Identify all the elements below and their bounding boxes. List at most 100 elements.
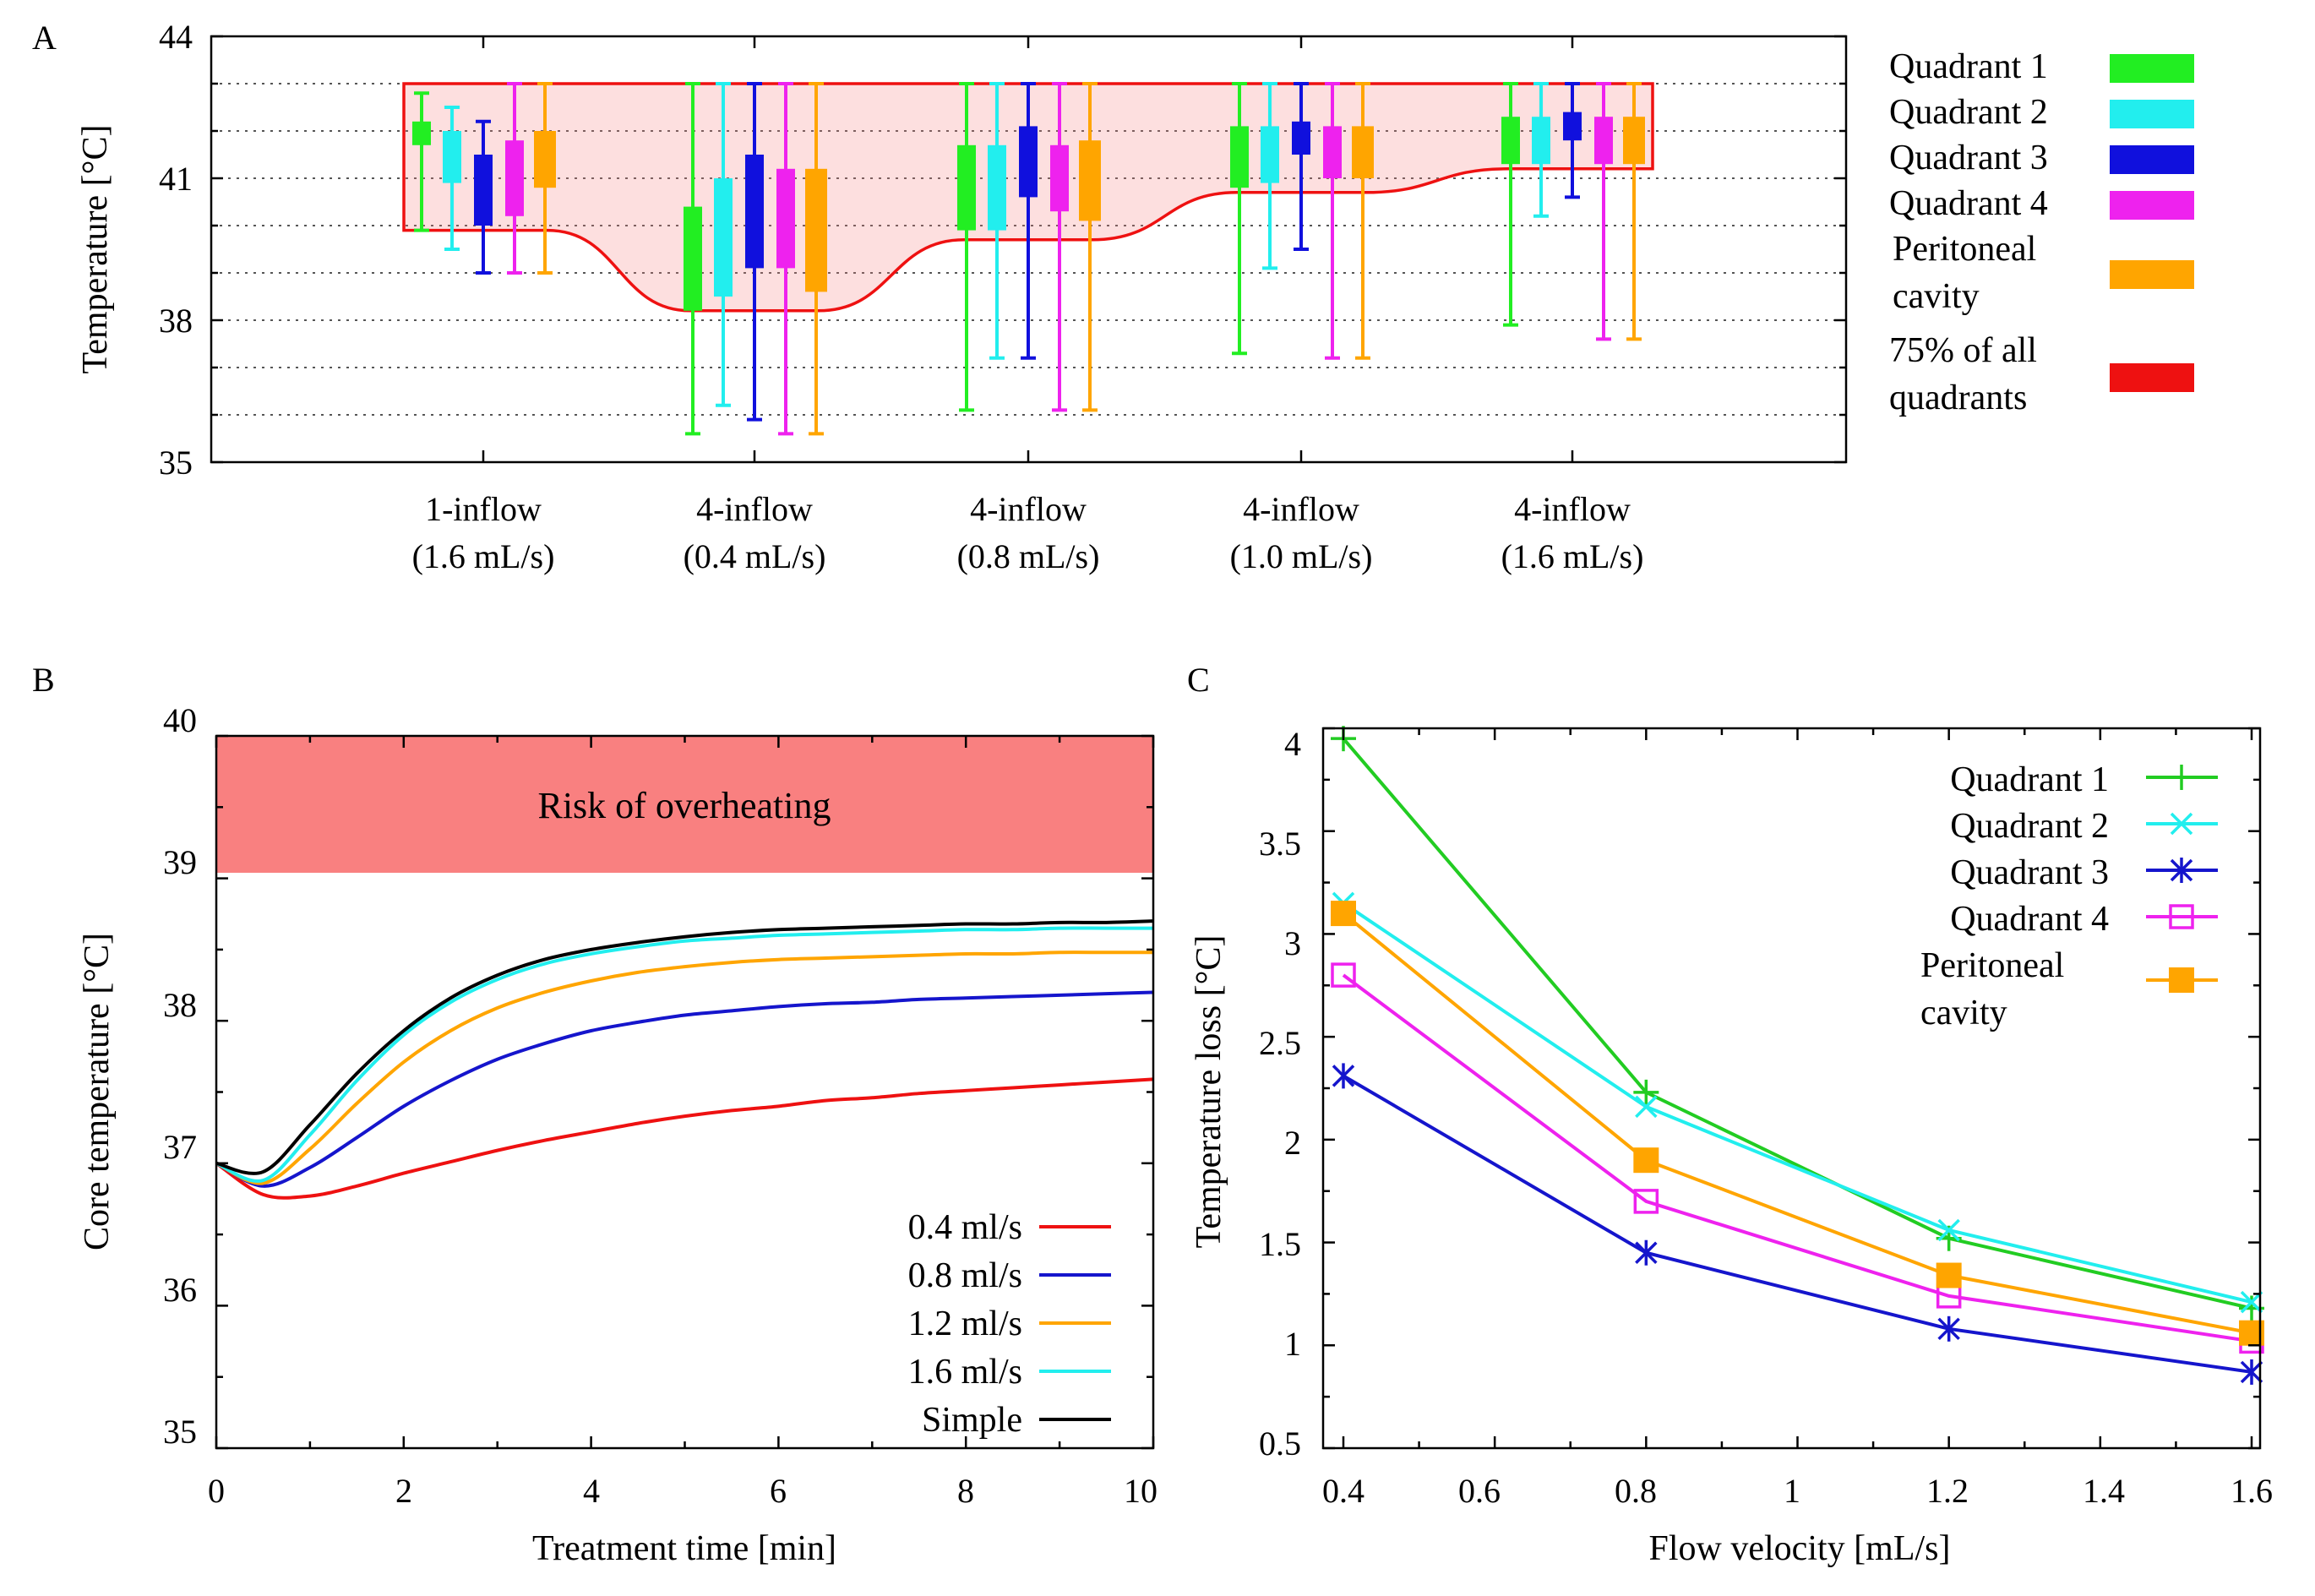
box-quadrant-1-4 — [1230, 82, 1249, 356]
legend-label-peritoneal-line1: Peritoneal — [1893, 230, 2036, 269]
box-iqr — [1323, 126, 1342, 178]
legend-label-quadrant-3: Quadrant 3 — [1950, 853, 2109, 892]
a-category-label-line2: (0.4 mL/s) — [684, 537, 826, 575]
marker-quadrant-2-3 — [1937, 1218, 1960, 1242]
c-xtick-label: 0.6 — [1458, 1472, 1501, 1510]
panel-c-lines — [1331, 726, 2264, 1385]
line-quadrant-1 — [1342, 737, 2252, 1310]
panel-b-legend: 0.4 ml/s 0.8 ml/s 1.2 ml/s 1.6 ml/s Simp… — [908, 1208, 1111, 1440]
legend-marker-quadrant-1 — [2169, 765, 2194, 790]
a-category-label-line1: 4-inflow — [696, 490, 813, 528]
box-quadrant-1-3 — [957, 82, 976, 412]
a-category-label-line2: (1.6 mL/s) — [1501, 537, 1644, 575]
legend-label-75pct-line1: 75% of all — [1889, 331, 2037, 370]
legend-label-75pct-line2: quadrants — [1889, 379, 2027, 417]
a-ytick-label: 38 — [159, 302, 193, 340]
legend-marker-quadrant-2 — [2170, 812, 2193, 836]
b-xtick-label: 4 — [583, 1472, 600, 1510]
panel-b-y-axis-label: Core temperature [°C] — [78, 933, 117, 1250]
marker-quadrant-2-2 — [1635, 1095, 1658, 1119]
line-peritoneal-cavity — [1342, 912, 2252, 1335]
b-ytick-label: 36 — [163, 1271, 197, 1309]
line-quadrant-4 — [1342, 973, 2252, 1343]
box-quadrant-4-4 — [1323, 82, 1342, 360]
panel-b: B Risk of overheating 35 36 37 38 39 40 … — [32, 661, 1158, 1568]
box-quadrant-2-3 — [988, 82, 1006, 360]
box-quadrant-4-5 — [1594, 82, 1613, 341]
marker-quadrant-2-4 — [2240, 1290, 2263, 1314]
legend-label-peritoneal-line2: cavity — [1920, 994, 2007, 1032]
box-iqr — [412, 121, 431, 145]
box-peritoneal-cavity-5 — [1623, 82, 1645, 341]
b-xtick-label: 10 — [1124, 1472, 1158, 1510]
box-iqr — [714, 178, 733, 297]
c-xtick-label: 1 — [1784, 1472, 1800, 1510]
box-peritoneal-cavity-4 — [1352, 82, 1374, 360]
curve-1-2-ml-s — [215, 951, 1153, 1185]
risk-of-overheating-region — [216, 736, 1153, 873]
box-iqr — [534, 131, 556, 188]
c-xtick-label: 1.2 — [1926, 1472, 1969, 1510]
box-iqr — [1292, 121, 1310, 155]
panel-a-y-tick-labels: 35 38 41 44 — [159, 18, 193, 482]
line-quadrant-2 — [1342, 901, 2252, 1305]
box-quadrant-2-2 — [714, 82, 733, 407]
b-ytick-label: 40 — [163, 701, 197, 739]
box-iqr — [805, 168, 827, 292]
panel-a: A 35 38 41 44 Temperature [°C] 1-inflow … — [32, 18, 2194, 575]
legend-label-quadrant-1: Quadrant 1 — [1889, 47, 2048, 86]
c-xtick-label: 0.8 — [1615, 1472, 1657, 1510]
c-ytick-label: 3.5 — [1259, 825, 1301, 863]
c-ytick-label: 3 — [1284, 924, 1301, 962]
box-quadrant-2-1 — [443, 106, 461, 251]
box-iqr — [988, 144, 1006, 231]
panel-c-x-axis-label: Flow velocity [mL/s] — [1649, 1529, 1951, 1568]
risk-of-overheating-label: Risk of overheating — [537, 785, 831, 826]
panel-b-label: B — [32, 661, 55, 699]
box-quadrant-3-5 — [1563, 82, 1582, 199]
panel-a-category-labels: 1-inflow (1.6 mL/s) 4-inflow (0.4 mL/s) … — [412, 490, 1644, 575]
b-ytick-label: 37 — [163, 1128, 197, 1166]
legend-swatch-peritoneal-cavity — [2110, 260, 2194, 289]
panel-c-label: C — [1187, 661, 1210, 699]
legend-marker-quadrant-3 — [2170, 858, 2193, 883]
c-ytick-label: 0.5 — [1259, 1424, 1301, 1463]
box-quadrant-4-1 — [505, 82, 524, 275]
legend-swatch-quadrant-3 — [2110, 145, 2194, 174]
a-category-label-line2: (1.0 mL/s) — [1230, 537, 1373, 575]
box-iqr — [745, 155, 764, 269]
box-quadrant-1-1 — [412, 91, 431, 232]
panel-b-x-tick-labels: 0 2 4 6 8 10 — [208, 1472, 1158, 1510]
box-quadrant-4-2 — [776, 82, 795, 436]
box-quadrant-3-2 — [745, 82, 764, 422]
b-xtick-label: 0 — [208, 1472, 225, 1510]
panel-a-y-axis-label: Temperature [°C] — [76, 125, 115, 374]
a-category-label-line1: 4-inflow — [970, 490, 1087, 528]
marker-quadrant-4-2 — [1633, 1189, 1659, 1214]
b-ytick-label: 35 — [163, 1413, 197, 1451]
panel-a-legend: Quadrant 1 Quadrant 2 Quadrant 3 Quadran… — [1889, 47, 2194, 417]
c-ytick-label: 1 — [1284, 1325, 1301, 1363]
legend-label-quadrant-1: Quadrant 1 — [1950, 760, 2109, 799]
marker-peritoneal-cavity-3 — [1936, 1262, 1962, 1288]
legend-swatch-quadrant-4 — [2110, 191, 2194, 220]
c-xtick-label: 0.4 — [1322, 1472, 1364, 1510]
panel-b-y-tick-labels: 35 36 37 38 39 40 — [163, 701, 197, 1451]
marker-peritoneal-cavity-2 — [1633, 1147, 1659, 1174]
b-ytick-label: 39 — [163, 843, 197, 881]
panel-c: C 0.5 1 1.5 2 2.5 3 3.5 4 0.4 0.6 0.8 1 … — [1187, 661, 2273, 1568]
c-xtick-label: 1.4 — [2083, 1472, 2125, 1510]
c-ytick-label: 2 — [1284, 1124, 1301, 1162]
panel-c-y-tick-labels: 0.5 1 1.5 2 2.5 3 3.5 4 — [1259, 725, 1301, 1463]
a-category-label-line1: 1-inflow — [425, 490, 542, 528]
panel-c-legend: Quadrant 1 Quadrant 2 Quadrant 3 Quadran… — [1920, 760, 2218, 1032]
panel-c-x-tick-labels: 0.4 0.6 0.8 1 1.2 1.4 1.6 — [1322, 1472, 2273, 1510]
panel-c-frame — [1321, 727, 2262, 1450]
b-xtick-label: 6 — [770, 1472, 787, 1510]
legend-label-1-2-mls: 1.2 ml/s — [908, 1305, 1022, 1343]
legend-label-peritoneal-line1: Peritoneal — [1920, 946, 2064, 985]
c-ytick-label: 1.5 — [1259, 1225, 1301, 1263]
box-iqr — [1261, 126, 1279, 183]
box-quadrant-3-4 — [1292, 82, 1310, 251]
